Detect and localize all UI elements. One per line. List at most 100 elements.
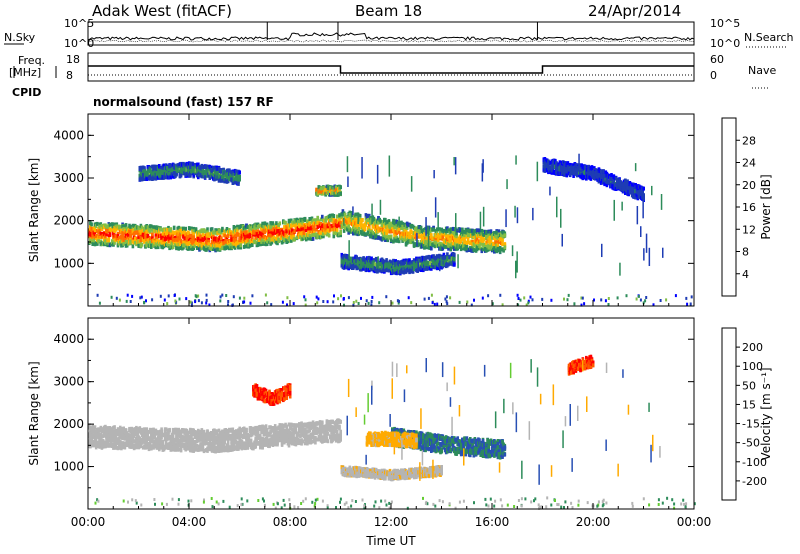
near-range-speckle bbox=[205, 301, 208, 305]
scatter-cell bbox=[207, 239, 210, 244]
scatter-cell bbox=[265, 242, 269, 246]
scatter-cell bbox=[151, 232, 154, 237]
scatter-cell bbox=[270, 240, 274, 245]
scatter-cell bbox=[236, 229, 239, 234]
scatter-cell bbox=[602, 169, 605, 174]
scatter-cell bbox=[348, 210, 352, 215]
scatter-cell bbox=[194, 241, 198, 246]
scatter-cell bbox=[276, 241, 279, 246]
near-range-speckle bbox=[583, 302, 586, 306]
scatter-cell bbox=[192, 232, 195, 237]
scatter-cell bbox=[124, 240, 128, 244]
near-range-speckle bbox=[322, 300, 325, 303]
scatter-cell bbox=[121, 224, 124, 229]
scatter-cell bbox=[307, 219, 310, 224]
scatter-cell bbox=[192, 246, 195, 251]
noise-search-line bbox=[87, 39, 695, 43]
near-range-speckle bbox=[430, 293, 433, 297]
scatter-cell bbox=[175, 172, 178, 177]
scatter-cell bbox=[232, 231, 236, 236]
noise-sky-line bbox=[87, 32, 695, 41]
scatter-cell bbox=[293, 237, 296, 242]
scatter-cell bbox=[339, 230, 342, 235]
scatter-cell bbox=[295, 235, 299, 240]
scatter-cell bbox=[216, 243, 220, 248]
scatter-cell bbox=[392, 218, 395, 223]
scatter-cell bbox=[120, 228, 123, 233]
scatter-cell bbox=[350, 211, 354, 215]
scatter-cell bbox=[239, 245, 243, 250]
scatter-cell bbox=[138, 228, 142, 233]
scatter-cell bbox=[501, 242, 504, 247]
scatter-cell bbox=[355, 226, 358, 231]
scatter-cell bbox=[368, 224, 371, 228]
scatter-cell bbox=[316, 224, 319, 229]
scatter-cell bbox=[335, 230, 339, 234]
scatter-cell bbox=[443, 244, 447, 249]
scatter-cell bbox=[246, 234, 249, 239]
scatter-cell bbox=[308, 234, 311, 238]
near-range-speckle bbox=[360, 296, 362, 300]
near-range-speckle bbox=[205, 293, 208, 297]
scatter-cell bbox=[352, 222, 355, 227]
scatter-cell bbox=[610, 177, 613, 182]
scatter-cell bbox=[313, 232, 316, 237]
scatter-cell bbox=[225, 227, 229, 231]
near-range-speckle bbox=[225, 294, 228, 297]
scatter-cell bbox=[572, 171, 575, 176]
scatter-cell bbox=[275, 221, 278, 226]
scatter-cell bbox=[202, 233, 206, 238]
scatter-cell bbox=[384, 217, 387, 222]
near-range-speckle bbox=[292, 302, 295, 306]
scatter-cell bbox=[392, 239, 395, 244]
scatter-cell bbox=[316, 215, 319, 220]
scatter-cell bbox=[236, 227, 239, 232]
scatter-cell bbox=[290, 218, 293, 223]
scatter-cell bbox=[175, 237, 178, 242]
scatter-cell bbox=[277, 225, 280, 230]
scatter-cell bbox=[498, 249, 502, 254]
scatter-cell bbox=[365, 213, 369, 218]
scatter-cell bbox=[270, 225, 274, 230]
scatter-cell bbox=[145, 177, 148, 181]
scatter-cell bbox=[141, 232, 145, 237]
scatter-cell bbox=[315, 227, 318, 232]
near-range-speckle bbox=[529, 295, 532, 299]
frequency-panel bbox=[13, 52, 770, 89]
scatter-cell bbox=[342, 228, 346, 233]
scatter-cell bbox=[148, 236, 152, 241]
scatter-cell bbox=[309, 226, 313, 231]
scatter-cell bbox=[239, 243, 243, 248]
scatter-cell bbox=[220, 236, 223, 241]
near-range-speckle bbox=[365, 299, 368, 303]
scatter-cell bbox=[151, 235, 154, 240]
scatter-cell bbox=[304, 228, 308, 233]
freq-frame bbox=[87, 52, 695, 82]
scatter-cell bbox=[171, 230, 175, 235]
scatter-cell bbox=[166, 241, 169, 246]
scatter-cell bbox=[218, 246, 222, 251]
scatter-cell bbox=[92, 238, 96, 243]
near-range-speckle bbox=[163, 298, 166, 302]
scatter-cell bbox=[135, 242, 138, 247]
scatter-cell bbox=[167, 243, 170, 248]
scatter-cell bbox=[387, 219, 391, 224]
scatter-cell bbox=[192, 229, 195, 234]
scatter-cell bbox=[220, 230, 223, 235]
scatter-cell bbox=[453, 256, 456, 261]
scatter-cell bbox=[179, 226, 183, 231]
scatter-cell bbox=[107, 241, 111, 245]
scatter-cell bbox=[133, 237, 137, 241]
scatter-cell bbox=[111, 240, 114, 245]
scatter-cell bbox=[177, 225, 181, 230]
scatter-cell bbox=[90, 222, 93, 227]
scatter-cell bbox=[302, 230, 306, 235]
scatter-cell bbox=[441, 235, 445, 240]
scatter-cell bbox=[379, 219, 383, 224]
scatter-cell bbox=[369, 234, 372, 238]
scatter-cell bbox=[248, 233, 252, 238]
scatter-cell bbox=[185, 235, 189, 240]
scatter-cell bbox=[244, 244, 247, 249]
near-range-speckle bbox=[541, 297, 544, 301]
near-range-speckle bbox=[604, 299, 607, 303]
